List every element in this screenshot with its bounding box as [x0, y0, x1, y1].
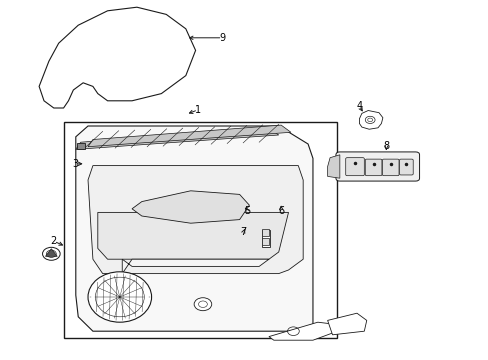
Bar	[261, 238, 269, 245]
Polygon shape	[359, 111, 382, 129]
Text: 5: 5	[244, 206, 249, 216]
Polygon shape	[39, 7, 195, 108]
FancyBboxPatch shape	[382, 159, 398, 176]
Polygon shape	[327, 155, 339, 178]
Polygon shape	[327, 313, 366, 335]
Circle shape	[194, 298, 211, 311]
Bar	[261, 229, 269, 236]
FancyBboxPatch shape	[365, 159, 381, 176]
Circle shape	[46, 250, 56, 257]
Bar	[77, 143, 84, 149]
Bar	[261, 230, 270, 247]
Polygon shape	[268, 322, 332, 340]
FancyBboxPatch shape	[345, 158, 364, 176]
Circle shape	[42, 247, 60, 260]
Text: 8: 8	[383, 141, 388, 151]
Polygon shape	[98, 212, 288, 259]
Text: 4: 4	[356, 101, 362, 111]
Polygon shape	[132, 191, 249, 223]
Bar	[63, 122, 337, 338]
Text: 6: 6	[278, 206, 284, 216]
Polygon shape	[88, 125, 290, 147]
Polygon shape	[76, 126, 312, 331]
Polygon shape	[76, 128, 278, 149]
Polygon shape	[122, 259, 268, 274]
Ellipse shape	[88, 272, 151, 322]
Text: 3: 3	[73, 159, 79, 169]
FancyBboxPatch shape	[335, 152, 419, 181]
Text: 1: 1	[195, 105, 201, 115]
Text: 9: 9	[219, 33, 225, 43]
FancyBboxPatch shape	[399, 159, 412, 175]
Text: 2: 2	[51, 236, 57, 246]
Text: 7: 7	[240, 227, 246, 237]
Polygon shape	[88, 166, 303, 274]
Polygon shape	[45, 249, 57, 256]
